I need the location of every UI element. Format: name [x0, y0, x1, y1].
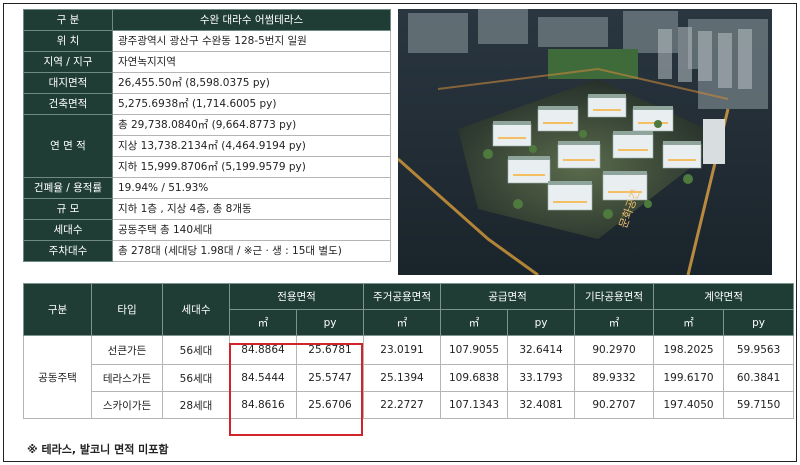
contract-py-cell: 59.9563 [723, 335, 795, 365]
info-row-building-area: 건축면적 5,275.6938㎡ (1,714.6005 py) [23, 93, 391, 115]
supply-py-cell: 32.6414 [507, 335, 576, 365]
info-row-zone: 지역 / 지구 자연녹지지역 [23, 51, 391, 73]
header-type: 타입 [91, 283, 163, 336]
info-label: 건축면적 [23, 93, 113, 115]
info-value: 26,455.50㎡ (8,598.0375 py) [112, 72, 391, 94]
unit-py: py [723, 309, 795, 336]
category-cell: 공동주택 [23, 335, 92, 419]
exclusive-py-cell: 25.6781 [295, 335, 365, 365]
info-header-value: 수완 대라수 어썸테라스 [112, 9, 391, 31]
supply-m2-cell: 107.9055 [440, 335, 509, 365]
info-value: 광주광역시 광산구 수완동 128-5번지 일원 [112, 30, 391, 52]
supply-m2-cell: 109.6838 [440, 364, 509, 392]
type-cell: 선큰가든 [91, 335, 163, 365]
info-row-scale: 규 모 지하 1층 , 지상 4층, 총 8개동 [23, 198, 391, 220]
trees [483, 120, 693, 219]
exclusive-py-cell: 25.6706 [295, 391, 365, 419]
info-value: 총 29,738.0840㎡ (9,664.8773 py) [112, 114, 391, 136]
info-header-row: 구 분 수완 대라수 어썸테라스 [23, 9, 391, 31]
header-category: 구분 [23, 283, 92, 336]
area-table: 구분 타입 세대수 전용면적 주거공용면적 공급면적 기타공용면적 계약면적 ㎡… [23, 283, 795, 419]
unit-m2: ㎡ [574, 309, 655, 336]
supply-py-cell: 32.4081 [507, 391, 576, 419]
header-residential-common-area: 주거공용면적 [363, 283, 442, 310]
aerial-rendering: 문화공간 [398, 9, 772, 275]
info-row-site-area: 대지면적 26,455.50㎡ (8,598.0375 py) [23, 72, 391, 94]
unit-m2: ㎡ [440, 309, 509, 336]
info-label: 규 모 [23, 198, 113, 220]
type-cell: 스카이가든 [91, 391, 163, 419]
other-common-cell: 89.9332 [574, 364, 655, 392]
apartment-buildings [492, 94, 702, 211]
header-supply-area: 공급면적 [440, 283, 576, 310]
residential-common-cell: 22.2727 [363, 391, 442, 419]
residential-common-cell: 23.0191 [363, 335, 442, 365]
info-row-floor-area-above: 지상 13,738.2134㎡ (4,464.9194 py) [24, 135, 391, 157]
unit-m2: ㎡ [363, 309, 442, 336]
header-units: 세대수 [162, 283, 230, 336]
background-apartments [658, 27, 752, 89]
info-value: 19.94% / 51.93% [112, 177, 391, 199]
supply-m2-cell: 107.1343 [440, 391, 509, 419]
aerial-rendering-svg: 문화공간 [398, 9, 772, 275]
unit-m2: ㎡ [229, 309, 297, 336]
info-row-location: 위 치 광주광역시 광산구 수완동 128-5번지 일원 [23, 30, 391, 52]
info-label-floor-area: 연 면 적 [23, 114, 113, 178]
road-left [398, 157, 539, 275]
unit-m2: ㎡ [653, 309, 725, 336]
exclusive-m2-cell: 84.8864 [229, 335, 297, 365]
units-cell: 56세대 [162, 335, 230, 365]
contract-py-cell: 60.3841 [723, 364, 795, 392]
exclusive-py-cell: 25.5747 [295, 364, 365, 392]
exclusive-m2-cell: 84.5444 [229, 364, 297, 392]
project-info-table: 구 분 수완 대라수 어썸테라스 위 치 광주광역시 광산구 수완동 128-5… [23, 9, 391, 262]
info-label: 세대수 [23, 219, 113, 241]
info-label: 주차대수 [23, 240, 113, 262]
header-contract-area: 계약면적 [653, 283, 795, 310]
info-label: 건폐율 / 용적률 [23, 177, 113, 199]
info-label: 위 치 [23, 30, 113, 52]
contract-m2-cell: 199.6170 [653, 364, 725, 392]
footnote: ※ 테라스, 발코니 면적 미포함 [27, 443, 169, 456]
contract-m2-cell: 198.2025 [653, 335, 725, 365]
other-common-cell: 90.2970 [574, 335, 655, 365]
road-top [437, 67, 729, 100]
info-label: 지역 / 지구 [23, 51, 113, 73]
info-value: 자연녹지지역 [112, 51, 391, 73]
contract-m2-cell: 197.4050 [653, 391, 725, 419]
supply-py-cell: 33.1793 [507, 364, 576, 392]
info-value: 지상 13,738.2134㎡ (4,464.9194 py) [112, 135, 391, 157]
table-row: 테라스가든 56세대 84.5444 25.5747 25.1394 109.6… [24, 364, 795, 392]
info-row-ratio: 건폐율 / 용적률 19.94% / 51.93% [23, 177, 391, 199]
info-header-label: 구 분 [23, 9, 113, 31]
unit-py: py [507, 309, 576, 336]
info-label: 대지면적 [23, 72, 113, 94]
units-cell: 56세대 [162, 364, 230, 392]
residential-common-cell: 25.1394 [363, 364, 442, 392]
info-row-parking: 주차대수 총 278대 (세대당 1.98대 / ※근 · 생 : 15대 별도… [23, 240, 391, 262]
info-value: 총 278대 (세대당 1.98대 / ※근 · 생 : 15대 별도) [112, 240, 391, 262]
info-row-households: 세대수 공동주택 총 140세대 [23, 219, 391, 241]
unit-py: py [295, 309, 365, 336]
area-header-row: 구분 타입 세대수 전용면적 주거공용면적 공급면적 기타공용면적 계약면적 [23, 283, 795, 336]
other-common-cell: 90.2707 [574, 391, 655, 419]
info-row-floor-area-total: 연 면 적 총 29,738.0840㎡ (9,664.8773 py) [23, 114, 391, 178]
units-cell: 28세대 [162, 391, 230, 419]
contract-py-cell: 59.7150 [723, 391, 795, 419]
tower-building [703, 119, 725, 164]
table-row: 스카이가든 28세대 84.8616 25.6706 22.2727 107.1… [24, 391, 795, 419]
header-other-common-area: 기타공용면적 [574, 283, 655, 310]
type-cell: 테라스가든 [91, 364, 163, 392]
info-value: 공동주택 총 140세대 [112, 219, 391, 241]
page-frame [3, 3, 797, 462]
info-value: 지하 15,999.8706㎡ (5,199.9579 py) [112, 156, 391, 178]
info-value: 지하 1층 , 지상 4층, 총 8개동 [112, 198, 391, 220]
info-value: 5,275.6938㎡ (1,714.6005 py) [112, 93, 391, 115]
exclusive-m2-cell: 84.8616 [229, 391, 297, 419]
table-row: 공동주택 선큰가든 56세대 84.8864 25.6781 23.0191 1… [23, 335, 795, 419]
header-exclusive-area: 전용면적 [228, 283, 365, 310]
